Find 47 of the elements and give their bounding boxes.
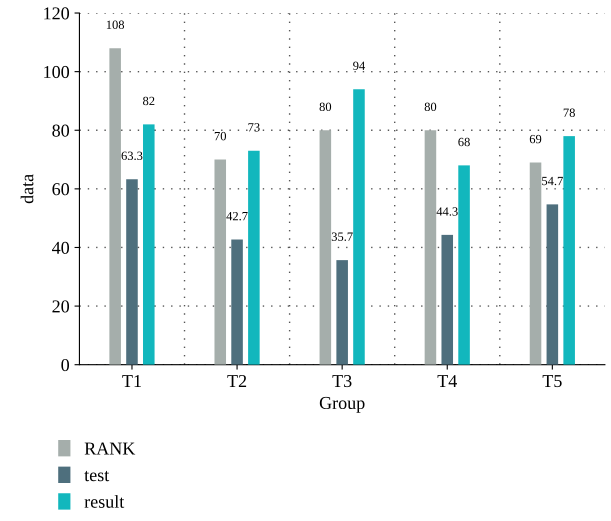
data-label: 80 [320, 102, 332, 112]
y-tick-label: 0 [61, 358, 70, 372]
x-tick-label: T3 [332, 374, 352, 388]
legend-label: test [84, 470, 110, 482]
data-label: 108 [106, 20, 124, 29]
data-label: 78 [564, 108, 575, 117]
x-axis-title: Group [320, 396, 365, 413]
x-tick-label: T5 [542, 375, 562, 388]
bar [424, 130, 436, 365]
data-label: 94 [353, 62, 366, 70]
bar [353, 89, 365, 365]
data-label: 42.7 [226, 212, 248, 220]
bar [231, 240, 243, 365]
bar [530, 162, 542, 365]
x-tick-label: T4 [438, 375, 457, 387]
y-tick-label: 120 [44, 7, 70, 20]
bar [320, 130, 332, 365]
data-label: 54.7 [542, 176, 563, 186]
y-tick-label: 20 [52, 300, 70, 313]
data-label: 68 [458, 138, 470, 146]
data-label: 35.7 [332, 232, 353, 241]
bar [248, 150, 260, 365]
bar [109, 48, 121, 365]
bar [563, 136, 575, 365]
y-axis-title: data [20, 174, 34, 204]
bar [458, 165, 470, 365]
bar [336, 260, 348, 365]
legend-label: result [84, 495, 124, 508]
y-tick-label: 100 [44, 66, 70, 78]
y-tick-label: 40 [52, 242, 70, 254]
data-label: 80 [424, 102, 436, 112]
legend-label: RANK [84, 442, 136, 454]
data-label: 82 [143, 96, 154, 106]
y-tick-label: 80 [52, 124, 70, 137]
x-tick-label: T1 [122, 375, 141, 387]
bar [441, 234, 454, 365]
data-label: 69 [530, 134, 542, 144]
y-tick-label: 60 [52, 183, 70, 196]
bar [214, 160, 226, 365]
bar [126, 179, 138, 365]
data-label: 44.3 [436, 207, 458, 216]
bar [143, 124, 155, 365]
data-label: 63.3 [122, 152, 142, 160]
data-label: 70 [214, 132, 226, 140]
x-tick-label: T2 [227, 374, 246, 387]
data-label: 73 [248, 123, 260, 132]
bar [546, 204, 558, 365]
